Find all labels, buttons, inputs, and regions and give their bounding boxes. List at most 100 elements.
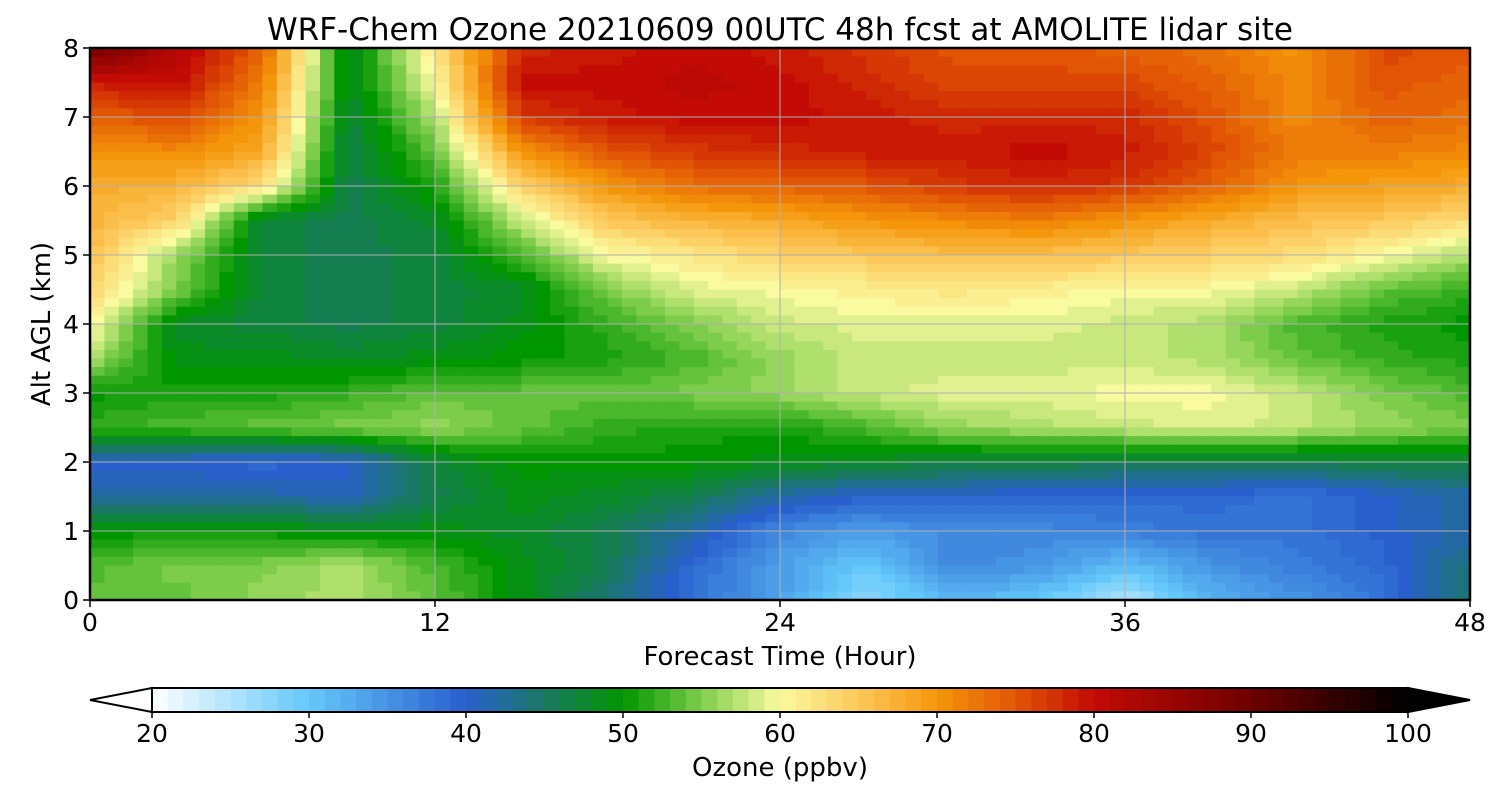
heatmap-cell bbox=[1369, 401, 1385, 411]
heatmap-cell bbox=[995, 142, 1011, 153]
heatmap-cell bbox=[765, 186, 781, 196]
heatmap-cell bbox=[1398, 427, 1414, 437]
heatmap-cell bbox=[765, 56, 781, 66]
heatmap-cell bbox=[866, 211, 882, 222]
heatmap-cell bbox=[837, 436, 853, 446]
heatmap-cell bbox=[1211, 91, 1227, 101]
heatmap-cell bbox=[363, 332, 379, 342]
heatmap-cell bbox=[435, 246, 450, 256]
heatmap-cell bbox=[966, 298, 982, 308]
heatmap-cell bbox=[1081, 125, 1097, 135]
heatmap-cell bbox=[190, 479, 206, 489]
heatmap-cell bbox=[1139, 142, 1155, 153]
heatmap-cell bbox=[909, 470, 925, 480]
heatmap-cell bbox=[363, 177, 379, 187]
heatmap-cell bbox=[1139, 470, 1155, 480]
heatmap-cell bbox=[578, 108, 594, 118]
heatmap-cell bbox=[1283, 73, 1299, 84]
heatmap-cell bbox=[478, 453, 494, 463]
heatmap-cell bbox=[161, 375, 177, 385]
heatmap-cell bbox=[262, 324, 278, 334]
heatmap-cell bbox=[808, 82, 824, 92]
heatmap-cell bbox=[823, 263, 839, 273]
heatmap-cell bbox=[291, 229, 307, 239]
heatmap-cell bbox=[593, 82, 609, 92]
heatmap-cell bbox=[866, 444, 882, 454]
heatmap-cell bbox=[1268, 125, 1284, 135]
heatmap-cell bbox=[190, 418, 206, 429]
heatmap-cell bbox=[1211, 186, 1227, 196]
heatmap-cell bbox=[1153, 272, 1169, 282]
heatmap-cell bbox=[1311, 410, 1327, 420]
heatmap-cell bbox=[995, 298, 1011, 308]
heatmap-cell bbox=[1283, 384, 1299, 394]
heatmap-cell bbox=[1297, 470, 1313, 480]
heatmap-cell bbox=[995, 401, 1011, 411]
heatmap-cell bbox=[478, 367, 494, 377]
heatmap-cell bbox=[909, 444, 925, 454]
heatmap-cell bbox=[736, 48, 752, 58]
heatmap-cell bbox=[1398, 177, 1414, 187]
heatmap-cell bbox=[1254, 220, 1270, 230]
heatmap-cell bbox=[463, 142, 479, 153]
heatmap-cell bbox=[320, 186, 335, 196]
heatmap-cell bbox=[564, 479, 580, 489]
heatmap-cell bbox=[406, 289, 422, 299]
heatmap-cell bbox=[564, 263, 580, 273]
heatmap-cell bbox=[607, 289, 623, 299]
heatmap-cell bbox=[334, 168, 350, 178]
heatmap-cell bbox=[262, 444, 278, 454]
heatmap-cell bbox=[966, 453, 982, 463]
heatmap-cell bbox=[1211, 229, 1227, 239]
heatmap-cell bbox=[334, 160, 350, 170]
heatmap-cell bbox=[1211, 108, 1227, 118]
heatmap-cell bbox=[219, 470, 235, 480]
heatmap-cell bbox=[1211, 65, 1227, 75]
heatmap-cell bbox=[377, 418, 393, 429]
heatmap-cell bbox=[578, 211, 594, 222]
heatmap-cell bbox=[593, 117, 609, 127]
heatmap-cell bbox=[506, 194, 522, 204]
heatmap-cell bbox=[1010, 470, 1025, 480]
heatmap-cell bbox=[607, 479, 623, 489]
heatmap-cell bbox=[391, 117, 407, 127]
heatmap-cell bbox=[794, 367, 810, 377]
heatmap-cell bbox=[895, 462, 910, 472]
heatmap-cell bbox=[693, 56, 709, 66]
heatmap-cell bbox=[1254, 65, 1270, 75]
heatmap-cell bbox=[693, 306, 709, 316]
heatmap-cell bbox=[161, 91, 177, 101]
heatmap-cell bbox=[1153, 315, 1169, 325]
heatmap-cell bbox=[334, 194, 350, 204]
heatmap-cell bbox=[665, 246, 680, 256]
heatmap-cell bbox=[736, 211, 752, 222]
heatmap-cell bbox=[550, 289, 565, 299]
heatmap-cell bbox=[391, 358, 407, 368]
heatmap-cell bbox=[765, 315, 781, 325]
heatmap-cell bbox=[1196, 315, 1212, 325]
heatmap-cell bbox=[276, 462, 292, 472]
heatmap-cell bbox=[1412, 324, 1428, 334]
heatmap-cell bbox=[607, 487, 623, 498]
heatmap-cell bbox=[665, 487, 680, 498]
heatmap-cell bbox=[708, 341, 724, 351]
heatmap-cell bbox=[1168, 453, 1184, 463]
heatmap-cell bbox=[736, 444, 752, 454]
heatmap-cell bbox=[305, 367, 321, 377]
heatmap-cell bbox=[104, 229, 120, 239]
heatmap-cell bbox=[233, 375, 249, 385]
heatmap-cell bbox=[1110, 203, 1126, 213]
heatmap-cell bbox=[1441, 237, 1457, 247]
heatmap-cell bbox=[1240, 203, 1255, 213]
heatmap-cell bbox=[1326, 479, 1342, 489]
heatmap-cell bbox=[248, 108, 264, 118]
heatmap-cell bbox=[1326, 99, 1342, 109]
heatmap-cell bbox=[1168, 255, 1184, 265]
heatmap-cell bbox=[1441, 349, 1457, 360]
heatmap-cell bbox=[233, 220, 249, 230]
heatmap-cell bbox=[1297, 134, 1313, 144]
heatmap-cell bbox=[938, 410, 954, 420]
heatmap-cell bbox=[650, 73, 666, 84]
heatmap-cell bbox=[1268, 160, 1284, 170]
heatmap-cell bbox=[406, 117, 422, 127]
